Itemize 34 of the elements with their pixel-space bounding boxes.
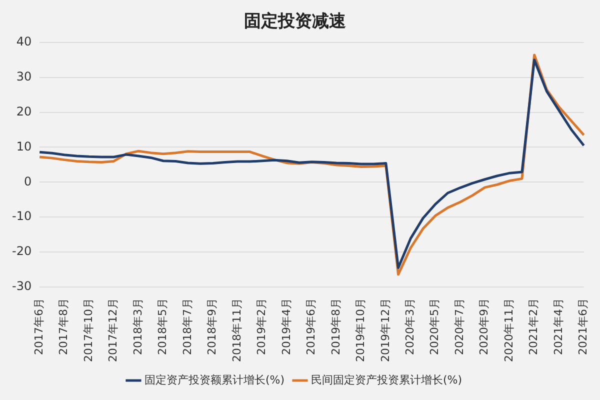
x-tick-label: 2021年6月: [576, 298, 590, 356]
x-tick-label: 2018年7月: [180, 298, 194, 356]
legend-label: 民间固定资产投资累计增长(%): [311, 373, 462, 386]
x-tick-label: 2017年10月: [82, 298, 95, 362]
x-tick-label: 2019年6月: [304, 298, 318, 356]
y-tick-label: 20: [16, 104, 32, 118]
y-tick-label: 10: [16, 139, 32, 154]
x-tick-label: 2019年2月: [255, 298, 268, 356]
x-tick-label: 2019年10月: [354, 298, 368, 362]
x-tick-label: 2018年3月: [131, 298, 144, 356]
x-tick-label: 2019年12月: [378, 298, 392, 362]
x-tick-label: 2020年5月: [428, 298, 442, 356]
x-tick-label: 2017年8月: [57, 298, 70, 356]
x-tick-label: 2019年8月: [329, 298, 342, 356]
x-tick-label: 2017年12月: [106, 298, 120, 362]
x-tick-label: 2019年4月: [280, 298, 293, 356]
x-tick-label: 2018年5月: [156, 298, 170, 356]
x-tick-label: 2021年4月: [552, 298, 565, 356]
y-tick-label: -10: [12, 209, 32, 224]
x-tick-label: 2021年2月: [527, 298, 540, 356]
chart-title: 固定投资减速: [244, 12, 346, 32]
x-tick-label: 2020年7月: [452, 298, 466, 356]
x-tick-label: 2020年9月: [478, 298, 491, 356]
x-tick-label: 2017年6月: [32, 298, 46, 356]
y-tick-label: 40: [16, 34, 32, 49]
y-tick-label: -20: [12, 244, 32, 258]
x-tick-label: 2020年11月: [502, 298, 516, 362]
y-tick-label: 30: [16, 69, 32, 84]
y-tick-label: 0: [24, 174, 32, 188]
x-tick-label: 2020年3月: [404, 298, 417, 356]
y-tick-label: -30: [12, 279, 32, 294]
x-tick-label: 2018年11月: [230, 298, 244, 362]
legend-label: 固定资产投资额累计增长(%): [144, 373, 285, 386]
x-tick-label: 2018年9月: [206, 298, 219, 356]
